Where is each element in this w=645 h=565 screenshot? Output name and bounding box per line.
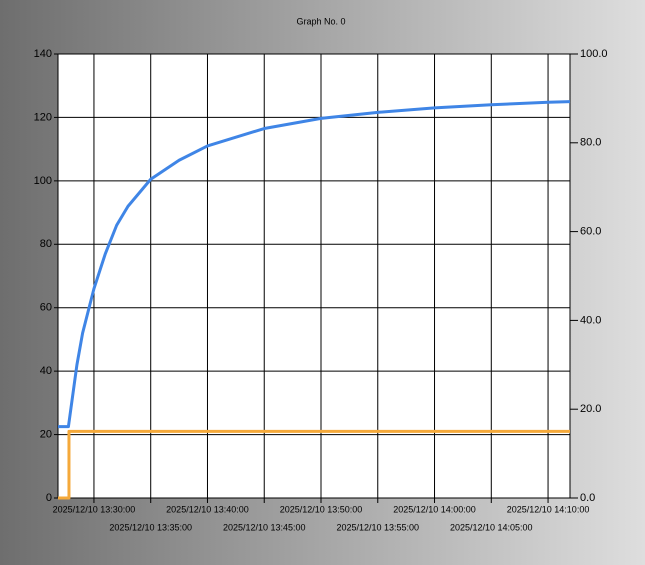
x-tick-label: 2025/12/10 14:10:00 [507,504,590,514]
plot-area [57,53,571,499]
y2-tick-label: 100.0 [580,48,608,60]
y-tick-label: 100 [34,175,52,187]
series-line [58,429,570,500]
x-tick-label: 2025/12/10 13:45:00 [223,522,306,532]
x-tick-label: 2025/12/10 13:50:00 [280,504,363,514]
series-line [58,100,571,429]
y2-tick-label: 0.0 [580,492,595,504]
y-tick-label: 0 [46,492,52,504]
y-tick-label: 120 [34,111,52,123]
y2-tick-label: 40.0 [580,314,601,326]
x-tick-label: 2025/12/10 13:30:00 [53,504,136,514]
x-tick-label: 2025/12/10 14:05:00 [450,522,533,532]
x-tick-label: 2025/12/10 13:40:00 [166,504,249,514]
y-tick-label: 60 [40,302,52,314]
y2-tick-label: 80.0 [580,137,601,149]
x-tick-label: 2025/12/10 13:35:00 [109,522,192,532]
y2-tick-label: 20.0 [580,403,601,415]
x-tick-label: 2025/12/10 13:55:00 [336,522,419,532]
y-tick-label: 20 [40,428,52,440]
y-tick-label: 80 [40,238,52,250]
y-tick-label: 140 [34,48,52,60]
chart-title: Graph No. 0 [296,16,345,26]
y-tick-label: 40 [40,365,52,377]
y2-tick-label: 60.0 [580,226,601,238]
x-tick-label: 2025/12/10 14:00:00 [393,504,476,514]
